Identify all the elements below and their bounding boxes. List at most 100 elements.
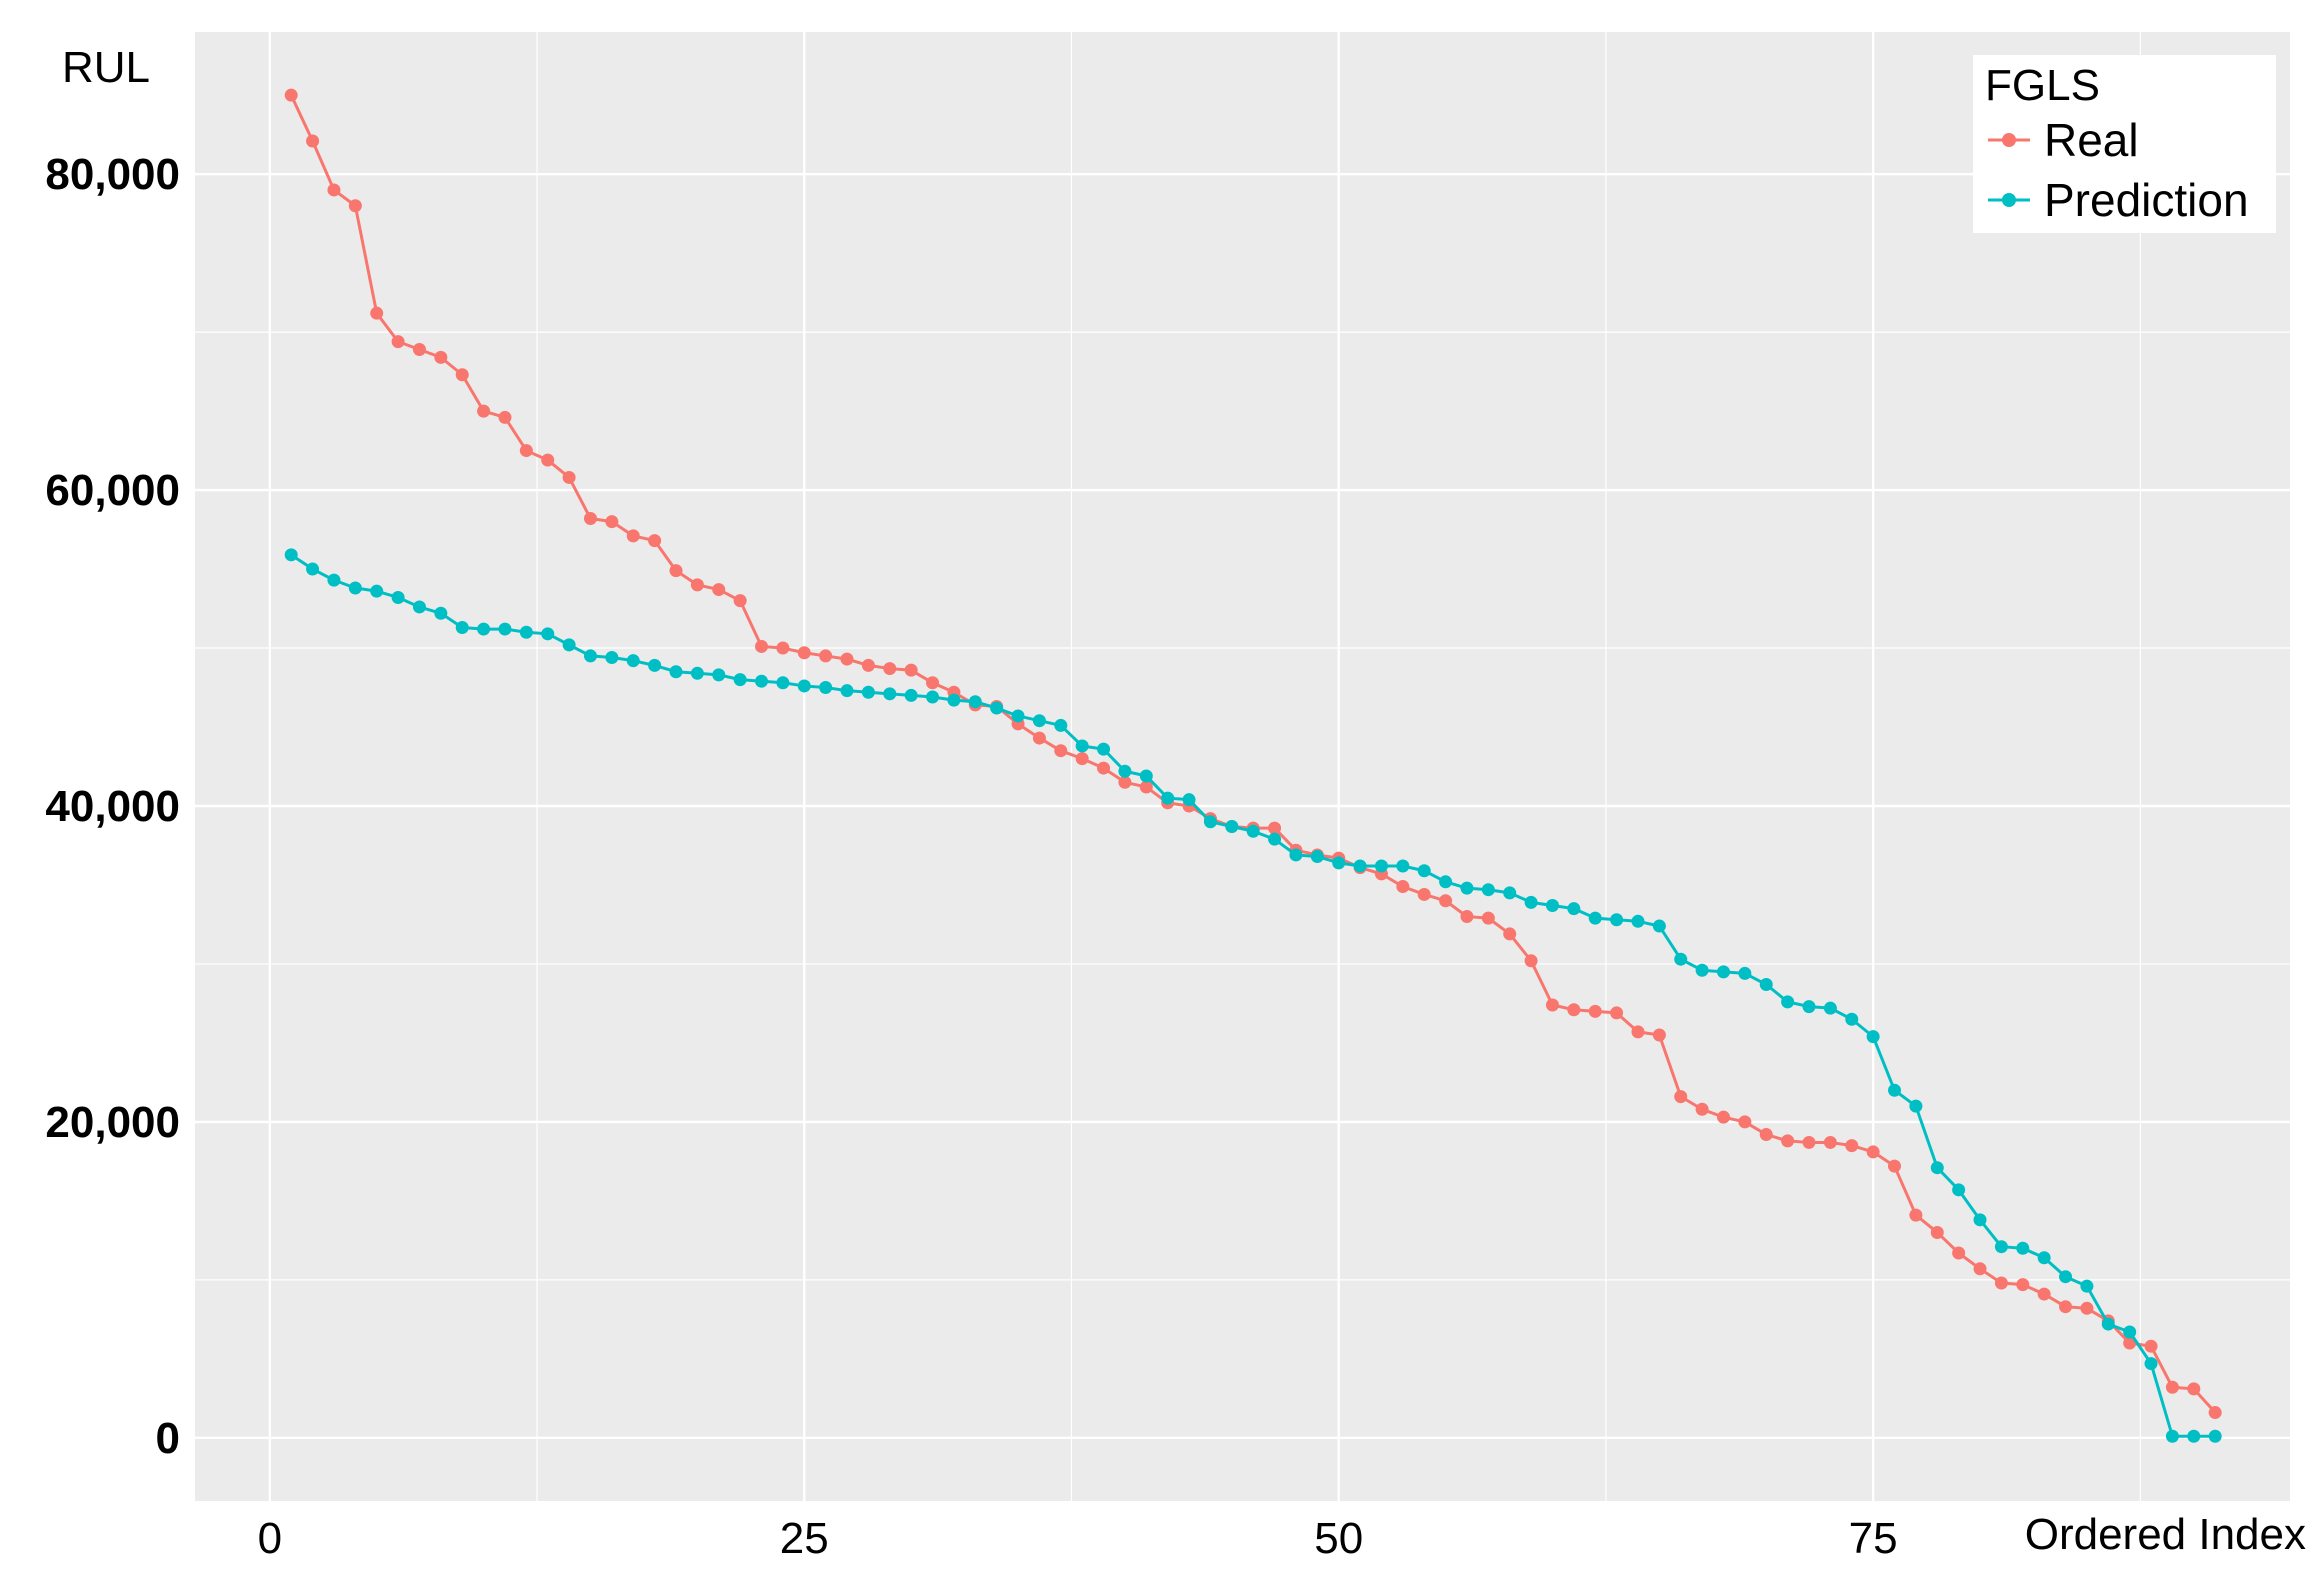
prediction-point xyxy=(1139,769,1153,783)
real-point xyxy=(1823,1135,1837,1149)
prediction-point xyxy=(1524,895,1538,909)
real-point xyxy=(1781,1134,1795,1148)
real-point xyxy=(2080,1301,2094,1315)
prediction-point xyxy=(434,606,448,620)
real-point xyxy=(2165,1380,2179,1394)
real-point xyxy=(348,199,362,213)
x-tick-label: 25 xyxy=(780,1514,829,1563)
real-point xyxy=(562,470,576,484)
legend-label-prediction: Prediction xyxy=(2044,174,2249,226)
prediction-point xyxy=(690,666,704,680)
real-point xyxy=(883,662,897,676)
real-point xyxy=(1481,911,1495,925)
prediction-point xyxy=(1054,718,1068,732)
real-point xyxy=(1610,1006,1624,1020)
prediction-point xyxy=(562,638,576,652)
prediction-point xyxy=(1481,883,1495,897)
prediction-point xyxy=(284,548,298,562)
prediction-point xyxy=(840,684,854,698)
prediction-point xyxy=(1225,820,1239,834)
legend-label-real: Real xyxy=(2044,114,2139,166)
prediction-point xyxy=(648,658,662,672)
prediction-point xyxy=(968,695,982,709)
real-point xyxy=(1032,731,1046,745)
prediction-point xyxy=(1781,995,1795,1009)
real-point xyxy=(284,88,298,102)
prediction-point xyxy=(583,649,597,663)
real-point xyxy=(1802,1135,1816,1149)
real-point xyxy=(1973,1262,1987,1276)
prediction-point xyxy=(1439,875,1453,889)
prediction-point xyxy=(1994,1240,2008,1254)
prediction-point xyxy=(861,685,875,699)
real-point xyxy=(1952,1246,1966,1260)
prediction-point xyxy=(1695,963,1709,977)
real-point xyxy=(1567,1003,1581,1017)
real-point xyxy=(2037,1287,2051,1301)
plot-panel xyxy=(195,32,2290,1501)
prediction-point xyxy=(1973,1213,1987,1227)
prediction-point xyxy=(1567,902,1581,916)
y-tick-label: 40,000 xyxy=(45,782,180,831)
real-point xyxy=(1054,744,1068,758)
prediction-point xyxy=(1674,952,1688,966)
x-tick-label: 50 xyxy=(1314,1514,1363,1563)
real-point xyxy=(306,134,320,148)
legend-title: FGLS xyxy=(1985,61,2100,110)
prediction-point xyxy=(883,687,897,701)
prediction-point xyxy=(348,581,362,595)
y-tick-label: 20,000 xyxy=(45,1098,180,1147)
prediction-point xyxy=(605,651,619,665)
real-point xyxy=(861,658,875,672)
prediction-point xyxy=(1631,914,1645,928)
real-point xyxy=(1716,1110,1730,1124)
real-point xyxy=(1460,910,1474,924)
legend-key-real-point xyxy=(2002,133,2016,147)
prediction-point xyxy=(1289,848,1303,862)
real-point xyxy=(1845,1139,1859,1153)
real-point xyxy=(669,564,683,578)
legend: FGLS Real Prediction xyxy=(1973,55,2276,233)
real-point xyxy=(477,404,491,418)
real-point xyxy=(840,652,854,666)
prediction-point xyxy=(1545,899,1559,913)
real-point xyxy=(1075,752,1089,766)
prediction-point xyxy=(498,622,512,636)
real-point xyxy=(434,350,448,364)
real-point xyxy=(1118,775,1132,789)
real-point xyxy=(1268,821,1282,835)
prediction-point xyxy=(1588,911,1602,925)
real-point xyxy=(1524,954,1538,968)
prediction-point xyxy=(1417,864,1431,878)
real-point xyxy=(498,410,512,424)
prediction-point xyxy=(1460,881,1474,895)
prediction-point xyxy=(1952,1183,1966,1197)
real-point xyxy=(904,663,918,677)
prediction-point xyxy=(306,562,320,576)
prediction-point xyxy=(755,674,769,688)
real-point xyxy=(1396,880,1410,894)
real-point xyxy=(2016,1278,2030,1292)
prediction-point xyxy=(1246,824,1260,838)
x-tick-label: 75 xyxy=(1849,1514,1898,1563)
prediction-point xyxy=(1759,977,1773,991)
x-tick-label: 0 xyxy=(258,1514,282,1563)
prediction-point xyxy=(2037,1251,2051,1265)
prediction-point xyxy=(2165,1429,2179,1443)
prediction-point xyxy=(1374,859,1388,873)
prediction-point xyxy=(2101,1317,2115,1331)
prediction-point xyxy=(1182,793,1196,807)
real-point xyxy=(755,639,769,653)
real-point xyxy=(1909,1208,1923,1222)
prediction-point xyxy=(1738,966,1752,980)
real-point xyxy=(776,641,790,655)
real-point xyxy=(1866,1145,1880,1159)
real-point xyxy=(370,306,384,320)
real-point xyxy=(583,512,597,526)
x-tick-labels: 0 25 50 75 xyxy=(258,1514,1898,1563)
real-point xyxy=(1695,1102,1709,1116)
real-point xyxy=(1097,761,1111,775)
grid xyxy=(195,32,2290,1501)
prediction-point xyxy=(819,681,833,695)
real-point xyxy=(1674,1090,1688,1104)
